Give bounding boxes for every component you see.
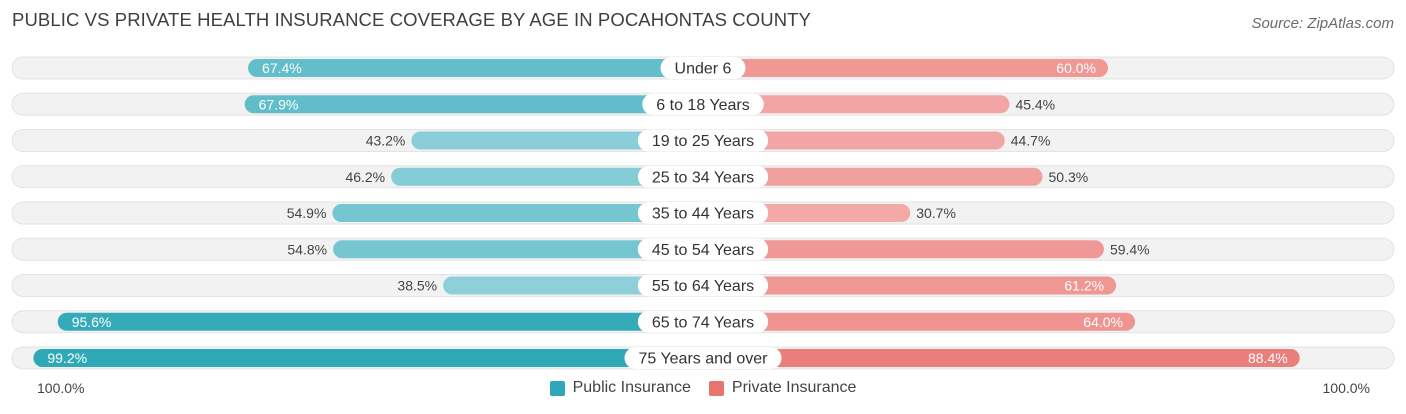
category-label: 45 to 54 Years [652,242,754,259]
public-bar [33,349,703,367]
public-value-label: 67.4% [262,60,302,76]
private-bar [703,59,1108,77]
public-bar [332,204,703,222]
private-value-label: 59.4% [1110,241,1150,257]
private-value-label: 64.0% [1083,314,1123,330]
category-label: 55 to 64 Years [652,278,754,295]
private-value-label: 60.0% [1056,60,1096,76]
legend-label-public: Public Insurance [572,379,691,396]
private-bar [703,276,1117,295]
public-value-label: 43.2% [366,133,406,149]
category-label-pill [642,93,764,116]
legend-label-private: Private Insurance [731,379,857,396]
public-bar [411,131,703,150]
category-label-pill [637,274,769,297]
public-bar [391,167,703,186]
private-value-label: 88.4% [1248,350,1288,366]
private-value-label: 61.2% [1064,278,1104,294]
public-value-label: 99.2% [47,350,87,366]
category-label: 75 Years and over [639,351,769,368]
category-label: 25 to 34 Years [652,169,754,186]
private-bar [703,167,1043,186]
public-bar [57,312,703,331]
category-label-pill [637,202,769,224]
public-value-label: 46.2% [345,169,385,185]
category-label: 19 to 25 Years [652,133,754,150]
public-value-label: 54.8% [287,241,327,257]
legend: Public Insurance Private Insurance [0,379,1406,397]
axis-left-label: 100.0% [37,380,85,396]
category-label: 6 to 18 Years [656,97,749,114]
legend-item-public[interactable]: Public Insurance [549,379,691,397]
public-bar [244,95,704,114]
category-label-pill [637,238,769,261]
category-label-pill [637,129,769,152]
source-credit: Source: ZipAtlas.com [1251,15,1394,32]
legend-item-private[interactable]: Private Insurance [708,379,857,397]
private-value-label: 45.4% [1015,96,1055,112]
private-value-label: 30.7% [916,205,956,221]
category-label-pill [624,347,782,369]
legend-swatch-private [708,380,724,396]
category-label-pill [637,310,769,333]
public-value-label: 54.9% [287,205,327,221]
category-label: Under 6 [675,61,732,78]
public-bar [333,240,703,259]
public-value-label: 95.6% [72,314,112,330]
public-bar [248,59,704,77]
category-label: 35 to 44 Years [652,206,754,223]
private-bar [703,131,1005,150]
private-bar [703,240,1104,259]
chart-title: PUBLIC VS PRIVATE HEALTH INSURANCE COVER… [12,9,811,30]
legend-swatch-public [549,380,565,396]
public-value-label: 67.9% [259,96,299,112]
category-label-pill [660,57,746,79]
axis-right-label: 100.0% [1322,380,1370,396]
public-bar [443,276,703,295]
private-value-label: 44.7% [1011,133,1051,149]
private-bar [703,95,1010,114]
category-label-pill [637,165,769,188]
private-value-label: 50.3% [1049,169,1089,185]
public-value-label: 38.5% [397,278,437,294]
category-label: 65 to 74 Years [652,314,754,331]
private-bar [703,349,1300,367]
private-bar [703,312,1135,331]
